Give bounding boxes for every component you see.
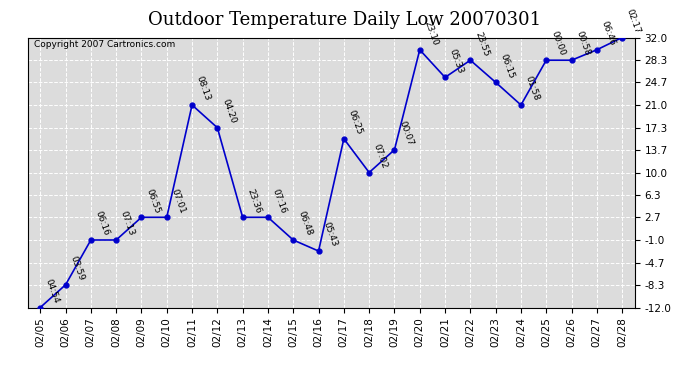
Text: 00:07: 00:07 <box>397 120 415 147</box>
Text: 06:55: 06:55 <box>144 187 161 214</box>
Text: Copyright 2007 Cartronics.com: Copyright 2007 Cartronics.com <box>34 40 175 49</box>
Text: 00:58: 00:58 <box>574 30 591 57</box>
Text: 06:15: 06:15 <box>498 52 515 80</box>
Text: Outdoor Temperature Daily Low 20070301: Outdoor Temperature Daily Low 20070301 <box>148 11 542 29</box>
Text: 02:17: 02:17 <box>625 8 642 35</box>
Text: 03:59: 03:59 <box>68 255 86 282</box>
Text: 07:01: 07:01 <box>170 187 187 214</box>
Text: 23:10: 23:10 <box>422 20 440 47</box>
Text: 06:25: 06:25 <box>346 109 364 136</box>
Text: 07:02: 07:02 <box>372 142 389 170</box>
Text: 00:00: 00:00 <box>549 30 566 57</box>
Text: 01:58: 01:58 <box>524 75 541 102</box>
Text: 04:20: 04:20 <box>220 98 237 125</box>
Text: 05:33: 05:33 <box>448 47 465 75</box>
Text: 23:55: 23:55 <box>473 30 491 57</box>
Text: 23:36: 23:36 <box>246 187 263 214</box>
Text: 07:13: 07:13 <box>119 210 136 237</box>
Text: 06:16: 06:16 <box>94 210 111 237</box>
Text: 06:46: 06:46 <box>600 20 617 47</box>
Text: 07:16: 07:16 <box>270 187 288 214</box>
Text: 06:48: 06:48 <box>296 210 313 237</box>
Text: 04:54: 04:54 <box>43 278 60 305</box>
Text: 05:43: 05:43 <box>322 221 339 248</box>
Text: 08:13: 08:13 <box>195 75 212 102</box>
